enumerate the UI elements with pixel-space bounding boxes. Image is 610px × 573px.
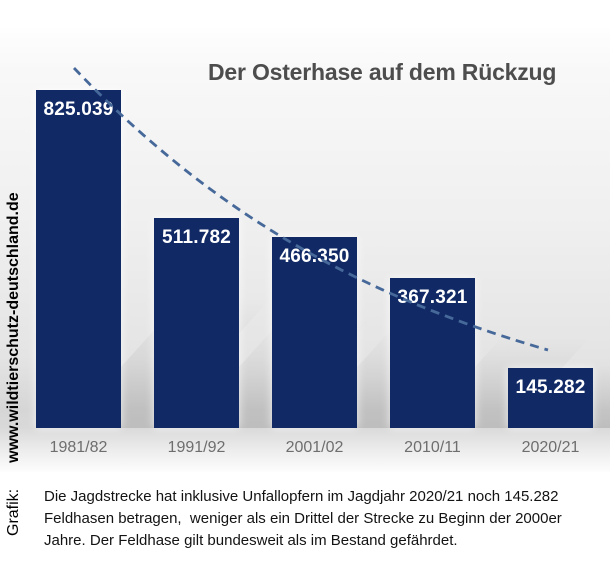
bar-2001-02: 466.350 <box>272 237 357 428</box>
bar-1991-92: 511.782 <box>154 218 239 428</box>
caption-line-1: Die Jagdstrecke hat inklusive Unfallopfe… <box>44 488 559 505</box>
credit-prefix-label: Grafik: <box>5 488 22 536</box>
x-axis-label: 1991/92 <box>167 439 226 456</box>
chart-title: Der Osterhase auf dem Rückzug <box>208 59 557 85</box>
credit-website-text: www.wildtierschutz-deutschland.de <box>5 192 22 463</box>
caption-line-2: Feldhasen betragen, weniger als ein Drit… <box>44 510 562 527</box>
bar-2010-11: 367.321 <box>390 278 475 428</box>
credit-vertical: Grafik: www.wildtierschutz-deutschland.d… <box>5 192 23 536</box>
caption: Die Jagdstrecke hat inklusive Unfallopfe… <box>44 486 596 552</box>
bar-value-label: 466.350 <box>279 246 350 267</box>
x-axis-label: 1981/82 <box>49 439 108 456</box>
bar-value-label: 825.039 <box>43 99 114 120</box>
x-axis-label: 2001/02 <box>285 439 344 456</box>
bar-value-label: 511.782 <box>161 227 232 248</box>
bar-2020-21: 145.282 <box>508 368 593 428</box>
bar-value-label: 145.282 <box>515 377 586 398</box>
bar-1981-82: 825.039 <box>36 90 121 428</box>
x-axis-label: 2020/21 <box>521 439 580 456</box>
caption-line-3: Jahre. Der Feldhase gilt bundesweit als … <box>44 532 458 549</box>
bar-value-label: 367.321 <box>397 287 468 308</box>
x-axis-label: 2010/11 <box>404 439 461 456</box>
